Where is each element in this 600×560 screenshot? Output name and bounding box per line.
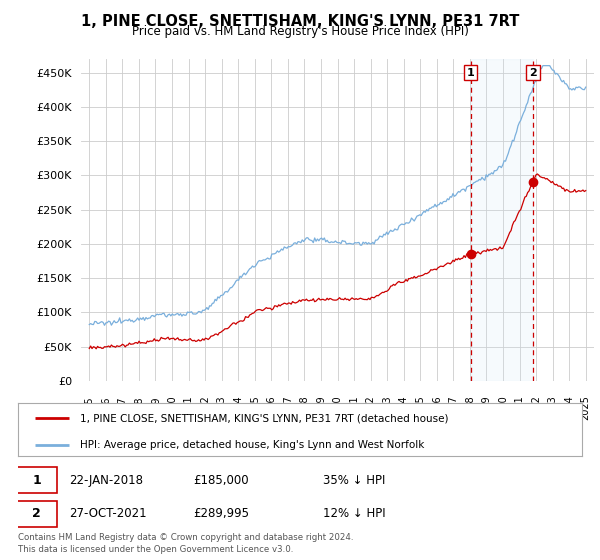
Text: 2020: 2020 xyxy=(498,395,508,420)
Text: 27-OCT-2021: 27-OCT-2021 xyxy=(69,507,146,520)
Text: 2024: 2024 xyxy=(564,395,574,420)
Text: 2014: 2014 xyxy=(398,395,409,420)
Text: 2019: 2019 xyxy=(481,395,491,420)
Text: 2012: 2012 xyxy=(365,395,376,420)
Text: HPI: Average price, detached house, King's Lynn and West Norfolk: HPI: Average price, detached house, King… xyxy=(80,440,424,450)
Text: 2021: 2021 xyxy=(515,395,524,420)
Text: 2: 2 xyxy=(529,68,537,77)
Text: 1996: 1996 xyxy=(101,395,111,420)
Text: 2003: 2003 xyxy=(217,395,227,420)
Text: 1998: 1998 xyxy=(134,395,144,420)
Text: £185,000: £185,000 xyxy=(193,474,248,487)
Text: 2008: 2008 xyxy=(299,395,310,420)
Text: 2023: 2023 xyxy=(548,395,557,420)
Text: 22-JAN-2018: 22-JAN-2018 xyxy=(69,474,143,487)
Text: 2013: 2013 xyxy=(382,395,392,420)
Text: 2010: 2010 xyxy=(332,395,343,420)
Text: 1, PINE CLOSE, SNETTISHAM, KING'S LYNN, PE31 7RT (detached house): 1, PINE CLOSE, SNETTISHAM, KING'S LYNN, … xyxy=(80,413,449,423)
Text: 2004: 2004 xyxy=(233,395,243,420)
Text: 2007: 2007 xyxy=(283,395,293,420)
Text: 2016: 2016 xyxy=(432,395,442,420)
Text: 2006: 2006 xyxy=(266,395,277,420)
Text: £289,995: £289,995 xyxy=(193,507,249,520)
Text: 2017: 2017 xyxy=(448,395,458,420)
Text: Contains HM Land Registry data © Crown copyright and database right 2024.
This d: Contains HM Land Registry data © Crown c… xyxy=(18,533,353,554)
Text: 35% ↓ HPI: 35% ↓ HPI xyxy=(323,474,385,487)
Text: 2001: 2001 xyxy=(184,395,194,420)
Text: 1999: 1999 xyxy=(151,395,160,420)
Bar xyxy=(471,59,533,381)
Text: 1: 1 xyxy=(467,68,475,77)
Text: 2011: 2011 xyxy=(349,395,359,420)
FancyBboxPatch shape xyxy=(15,501,58,527)
Text: 2022: 2022 xyxy=(531,395,541,420)
Text: 2: 2 xyxy=(32,507,41,520)
Text: 12% ↓ HPI: 12% ↓ HPI xyxy=(323,507,385,520)
Text: 1, PINE CLOSE, SNETTISHAM, KING'S LYNN, PE31 7RT: 1, PINE CLOSE, SNETTISHAM, KING'S LYNN, … xyxy=(81,14,519,29)
Text: 1: 1 xyxy=(32,474,41,487)
FancyBboxPatch shape xyxy=(15,467,58,493)
Text: 2009: 2009 xyxy=(316,395,326,420)
Text: 1995: 1995 xyxy=(84,395,94,420)
Text: 2005: 2005 xyxy=(250,395,260,420)
Text: Price paid vs. HM Land Registry's House Price Index (HPI): Price paid vs. HM Land Registry's House … xyxy=(131,25,469,38)
Text: 2025: 2025 xyxy=(581,395,591,420)
Text: 2015: 2015 xyxy=(415,395,425,420)
Text: 2000: 2000 xyxy=(167,395,177,420)
Text: 2002: 2002 xyxy=(200,395,210,420)
Text: 2018: 2018 xyxy=(465,395,475,420)
Text: 1997: 1997 xyxy=(118,395,127,420)
